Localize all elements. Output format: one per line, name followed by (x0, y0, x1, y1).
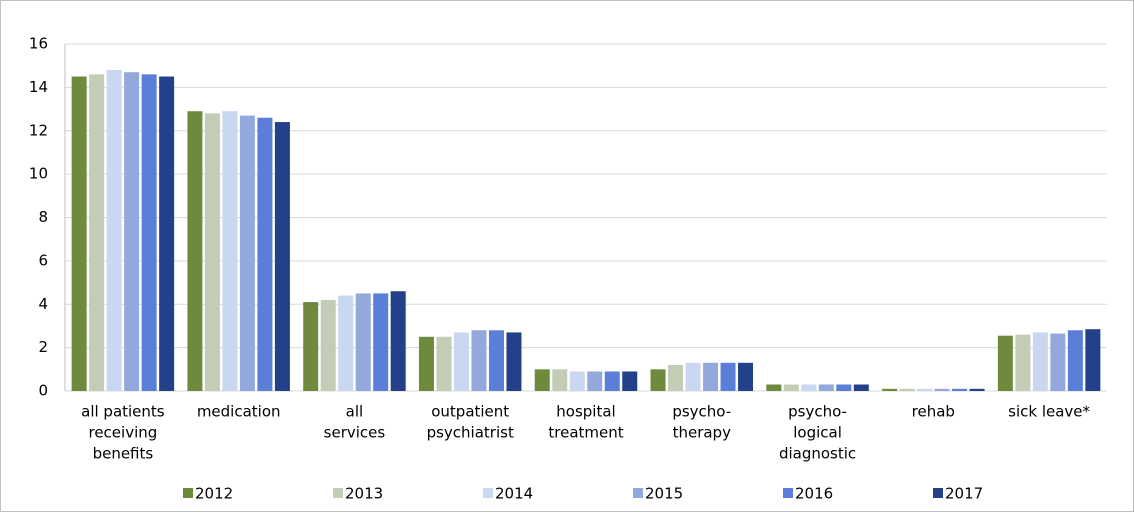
legend-swatch (483, 488, 493, 498)
bar (853, 384, 869, 391)
bar (303, 302, 319, 391)
legend-swatch (783, 488, 793, 498)
bar (587, 371, 603, 391)
bar (418, 336, 434, 391)
x-tick-label: all (346, 403, 364, 421)
legend-label: 2014 (495, 485, 533, 503)
bar (159, 76, 175, 391)
bar (124, 72, 140, 391)
bar (668, 364, 684, 391)
legend-swatch (933, 488, 943, 498)
bar (622, 371, 638, 391)
bar (552, 369, 568, 391)
bar (338, 295, 354, 391)
bar (604, 371, 620, 391)
bar (453, 332, 469, 391)
x-tick-label: rehab (912, 403, 955, 421)
bar (488, 330, 504, 391)
y-tick-label: 4 (38, 295, 48, 313)
x-tick-label: all patients (81, 403, 165, 421)
legend-label: 2015 (645, 485, 683, 503)
bar (141, 74, 157, 392)
legend-swatch (633, 488, 643, 498)
bar (506, 332, 522, 391)
x-tick-label: receiving (88, 424, 157, 442)
bar (355, 293, 371, 391)
bar (685, 362, 701, 391)
bar (257, 117, 273, 392)
x-tick-label: benefits (93, 445, 154, 463)
legend-swatch (183, 488, 193, 498)
x-tick-label: outpatient (431, 403, 509, 421)
bar (187, 111, 203, 391)
y-tick-label: 2 (38, 338, 48, 356)
bar (766, 384, 782, 391)
legend-label: 2016 (795, 485, 833, 503)
bar (274, 122, 290, 391)
bar (738, 362, 754, 391)
bar (899, 388, 915, 391)
x-tick-label: diagnostic (779, 445, 856, 463)
bar (882, 388, 898, 391)
bar (390, 291, 406, 391)
bar (106, 70, 122, 392)
bar (952, 388, 968, 391)
bar (204, 113, 220, 392)
legend-label: 2013 (345, 485, 383, 503)
y-tick-label: 16 (29, 35, 48, 53)
bar (1015, 334, 1031, 391)
bar (471, 330, 487, 391)
x-tick-label: psychiatrist (427, 424, 514, 442)
y-tick-label: 14 (29, 78, 48, 96)
bar (569, 371, 585, 391)
x-tick-label: psycho- (672, 403, 731, 421)
legend-label: 2017 (945, 485, 983, 503)
y-tick-label: 6 (38, 251, 48, 269)
bar (917, 388, 933, 391)
x-tick-label: services (324, 424, 386, 442)
bar (1032, 332, 1048, 391)
bar (801, 384, 817, 391)
bar (836, 384, 852, 391)
bar (703, 362, 719, 391)
x-tick-label: sick leave* (1008, 403, 1090, 421)
x-tick-label: psycho- (788, 403, 847, 421)
bar (720, 362, 736, 391)
bar (969, 388, 985, 391)
x-tick-label: treatment (548, 424, 623, 442)
legend-label: 2012 (195, 485, 233, 503)
bar (934, 388, 950, 391)
bar (534, 369, 550, 391)
bar (222, 111, 238, 391)
y-tick-label: 0 (38, 382, 48, 400)
x-tick-label: hospital (556, 403, 615, 421)
x-tick-label: logical (793, 424, 842, 442)
bar (89, 74, 105, 392)
bar (1067, 330, 1083, 391)
y-tick-label: 10 (29, 165, 48, 183)
bar (1085, 329, 1101, 391)
bar (650, 369, 666, 391)
x-tick-label: therapy (673, 424, 731, 442)
bar (320, 299, 336, 391)
y-tick-label: 12 (29, 121, 48, 139)
bar (1050, 333, 1066, 391)
y-tick-label: 8 (38, 208, 48, 226)
bar (436, 336, 452, 391)
bar (997, 335, 1013, 391)
bar (373, 293, 389, 391)
bar (239, 115, 255, 391)
bar (783, 384, 799, 391)
bar (71, 76, 87, 391)
legend-swatch (333, 488, 343, 498)
x-tick-label: medication (197, 403, 281, 421)
bar (818, 384, 834, 391)
